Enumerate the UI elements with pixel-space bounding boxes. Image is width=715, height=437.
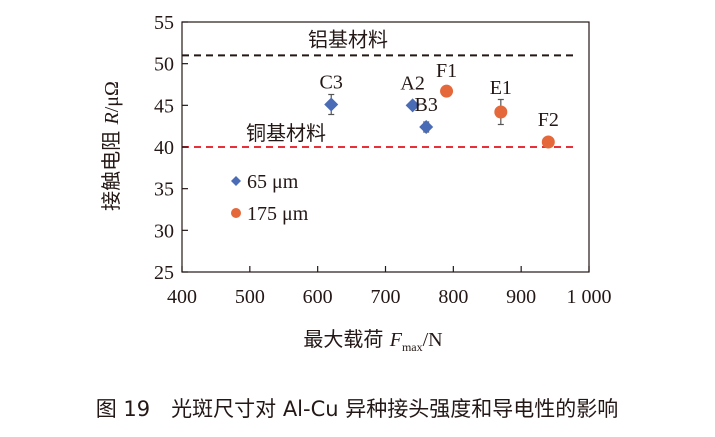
x-tick-label-400: 400 xyxy=(167,286,197,308)
legend: 65 μm 175 μm xyxy=(231,171,309,225)
x-axis-title-subscript: max xyxy=(402,340,423,354)
y-axis-title: 接触电阻 R/μΩ xyxy=(99,81,123,211)
y-axis-title-unit: /μΩ xyxy=(101,81,123,112)
legend-label-1: 175 μm xyxy=(247,203,309,225)
x-axis-ticks: 400 500 600 700 800 900 1 000 xyxy=(167,266,612,308)
figure-caption: 图 19 光斑尺寸对 Al-Cu 异种接头强度和导电性的影响 xyxy=(96,397,619,421)
y-axis-title-text: 接触电阻 xyxy=(99,125,123,211)
marker-b3 xyxy=(419,120,434,134)
y-tick-label-30: 30 xyxy=(154,220,174,242)
x-axis-title-symbol: F xyxy=(389,329,403,351)
point-label-b3: B3 xyxy=(415,94,438,116)
x-axis-title: 最大载荷 Fmax/N xyxy=(303,327,442,354)
x-tick-label-500: 500 xyxy=(235,286,265,308)
marker-f2 xyxy=(541,135,555,149)
x-tick-label-900: 900 xyxy=(506,286,536,308)
y-tick-label-25: 25 xyxy=(154,262,174,284)
point-label-c3: C3 xyxy=(320,72,343,94)
point-label-f1: F1 xyxy=(436,60,457,82)
point-label-f2: F2 xyxy=(538,109,559,131)
marker-c3 xyxy=(324,97,339,112)
legend-marker-1 xyxy=(231,208,241,218)
x-tick-label-700: 700 xyxy=(371,286,401,308)
reference-line-label-1: 铜基材料 xyxy=(246,121,326,145)
legend-label-0: 65 μm xyxy=(247,171,299,193)
x-tick-label-800: 800 xyxy=(438,286,468,308)
y-axis-ticks: 25 30 35 40 45 50 55 xyxy=(154,12,188,284)
y-tick-label-35: 35 xyxy=(154,179,174,201)
y-tick-label-55: 55 xyxy=(154,12,174,34)
y-axis-title-symbol: R xyxy=(101,112,123,125)
marker-a2 xyxy=(405,98,420,113)
y-tick-label-45: 45 xyxy=(154,95,174,117)
marker-f1 xyxy=(440,84,454,98)
point-label-a2: A2 xyxy=(400,72,424,94)
marker-e1 xyxy=(494,105,508,119)
legend-marker-0 xyxy=(231,176,241,186)
reference-line-label-0: 铝基材料 xyxy=(308,27,388,51)
x-axis-title-unit: /N xyxy=(423,329,443,351)
x-axis-title-text: 最大载荷 xyxy=(303,327,389,351)
x-tick-label-1000: 1 000 xyxy=(567,286,612,308)
data-markers xyxy=(324,84,555,149)
x-tick-label-600: 600 xyxy=(303,286,333,308)
point-label-e1: E1 xyxy=(490,77,512,99)
y-tick-label-50: 50 xyxy=(154,54,174,76)
y-tick-label-40: 40 xyxy=(154,137,174,159)
